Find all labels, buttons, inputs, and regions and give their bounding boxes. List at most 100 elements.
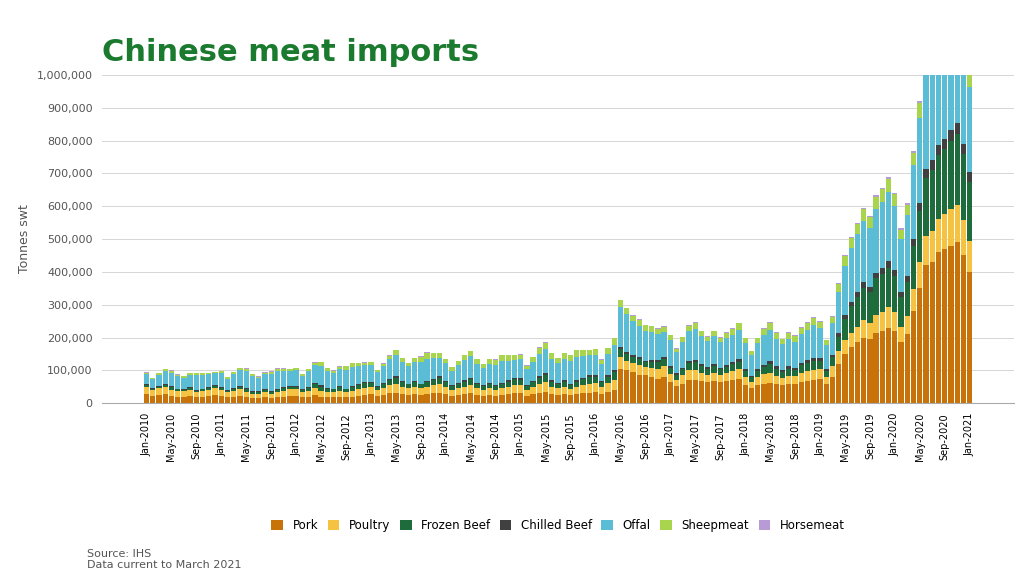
Bar: [967, 71, 973, 87]
Bar: [836, 351, 842, 364]
Bar: [443, 359, 449, 363]
Bar: [244, 392, 249, 397]
Bar: [755, 385, 760, 403]
Bar: [331, 373, 336, 389]
Bar: [898, 292, 904, 297]
Bar: [175, 376, 180, 389]
Bar: [219, 387, 224, 388]
Bar: [817, 322, 822, 328]
Bar: [718, 374, 723, 382]
Bar: [630, 321, 636, 355]
Bar: [250, 376, 255, 391]
Bar: [337, 388, 342, 391]
Bar: [724, 333, 729, 338]
Bar: [518, 380, 523, 385]
Bar: [399, 358, 404, 362]
Bar: [543, 392, 548, 403]
Bar: [412, 387, 418, 394]
Bar: [456, 361, 461, 365]
Bar: [474, 363, 479, 382]
Bar: [187, 375, 193, 388]
Bar: [212, 395, 218, 403]
Bar: [674, 373, 679, 375]
Bar: [593, 382, 598, 392]
Bar: [823, 369, 828, 371]
Bar: [867, 292, 872, 323]
Bar: [742, 377, 748, 385]
Bar: [262, 397, 267, 403]
Bar: [312, 384, 317, 385]
Bar: [961, 145, 966, 154]
Bar: [911, 153, 916, 165]
Bar: [637, 359, 642, 365]
Bar: [181, 390, 186, 391]
Bar: [593, 355, 598, 375]
Bar: [362, 365, 368, 382]
Bar: [767, 323, 773, 330]
Bar: [574, 357, 580, 380]
Bar: [630, 372, 636, 403]
Bar: [780, 370, 785, 372]
Bar: [706, 374, 711, 382]
Bar: [836, 336, 842, 351]
Bar: [506, 380, 511, 381]
Bar: [268, 398, 273, 403]
Bar: [387, 379, 392, 380]
Bar: [892, 193, 897, 194]
Bar: [244, 389, 249, 392]
Bar: [212, 372, 218, 373]
Bar: [867, 323, 872, 339]
Bar: [749, 355, 754, 376]
Bar: [761, 365, 767, 367]
Bar: [187, 388, 193, 390]
Bar: [948, 130, 953, 141]
Bar: [599, 359, 604, 364]
Bar: [911, 151, 916, 153]
Bar: [649, 362, 654, 367]
Bar: [811, 358, 816, 361]
Bar: [911, 165, 916, 239]
Bar: [611, 345, 616, 370]
Bar: [774, 369, 779, 376]
Bar: [431, 378, 436, 380]
Bar: [437, 378, 442, 384]
Bar: [655, 362, 660, 369]
Bar: [581, 350, 586, 356]
Bar: [312, 385, 317, 388]
Bar: [480, 364, 486, 368]
Bar: [349, 386, 355, 388]
Bar: [406, 366, 411, 384]
Bar: [698, 373, 705, 381]
Bar: [468, 378, 473, 379]
Bar: [811, 325, 816, 358]
Bar: [611, 380, 616, 390]
Bar: [668, 366, 673, 367]
Bar: [537, 384, 542, 393]
Bar: [506, 394, 511, 403]
Bar: [530, 394, 536, 403]
Bar: [524, 369, 529, 385]
Bar: [555, 395, 561, 403]
Bar: [393, 376, 398, 378]
Bar: [611, 372, 616, 380]
Bar: [369, 365, 374, 382]
Bar: [331, 389, 336, 392]
Bar: [268, 372, 273, 374]
Bar: [686, 380, 691, 403]
Bar: [537, 376, 542, 378]
Bar: [387, 393, 392, 403]
Bar: [742, 338, 748, 343]
Bar: [530, 381, 536, 382]
Bar: [225, 390, 230, 391]
Bar: [562, 381, 567, 387]
Bar: [500, 355, 505, 361]
Bar: [924, 169, 929, 179]
Bar: [587, 375, 592, 377]
Bar: [318, 385, 324, 387]
Bar: [674, 375, 679, 380]
Bar: [443, 382, 449, 387]
Bar: [706, 382, 711, 403]
Bar: [924, 56, 929, 58]
Bar: [698, 336, 705, 364]
Bar: [288, 396, 293, 403]
